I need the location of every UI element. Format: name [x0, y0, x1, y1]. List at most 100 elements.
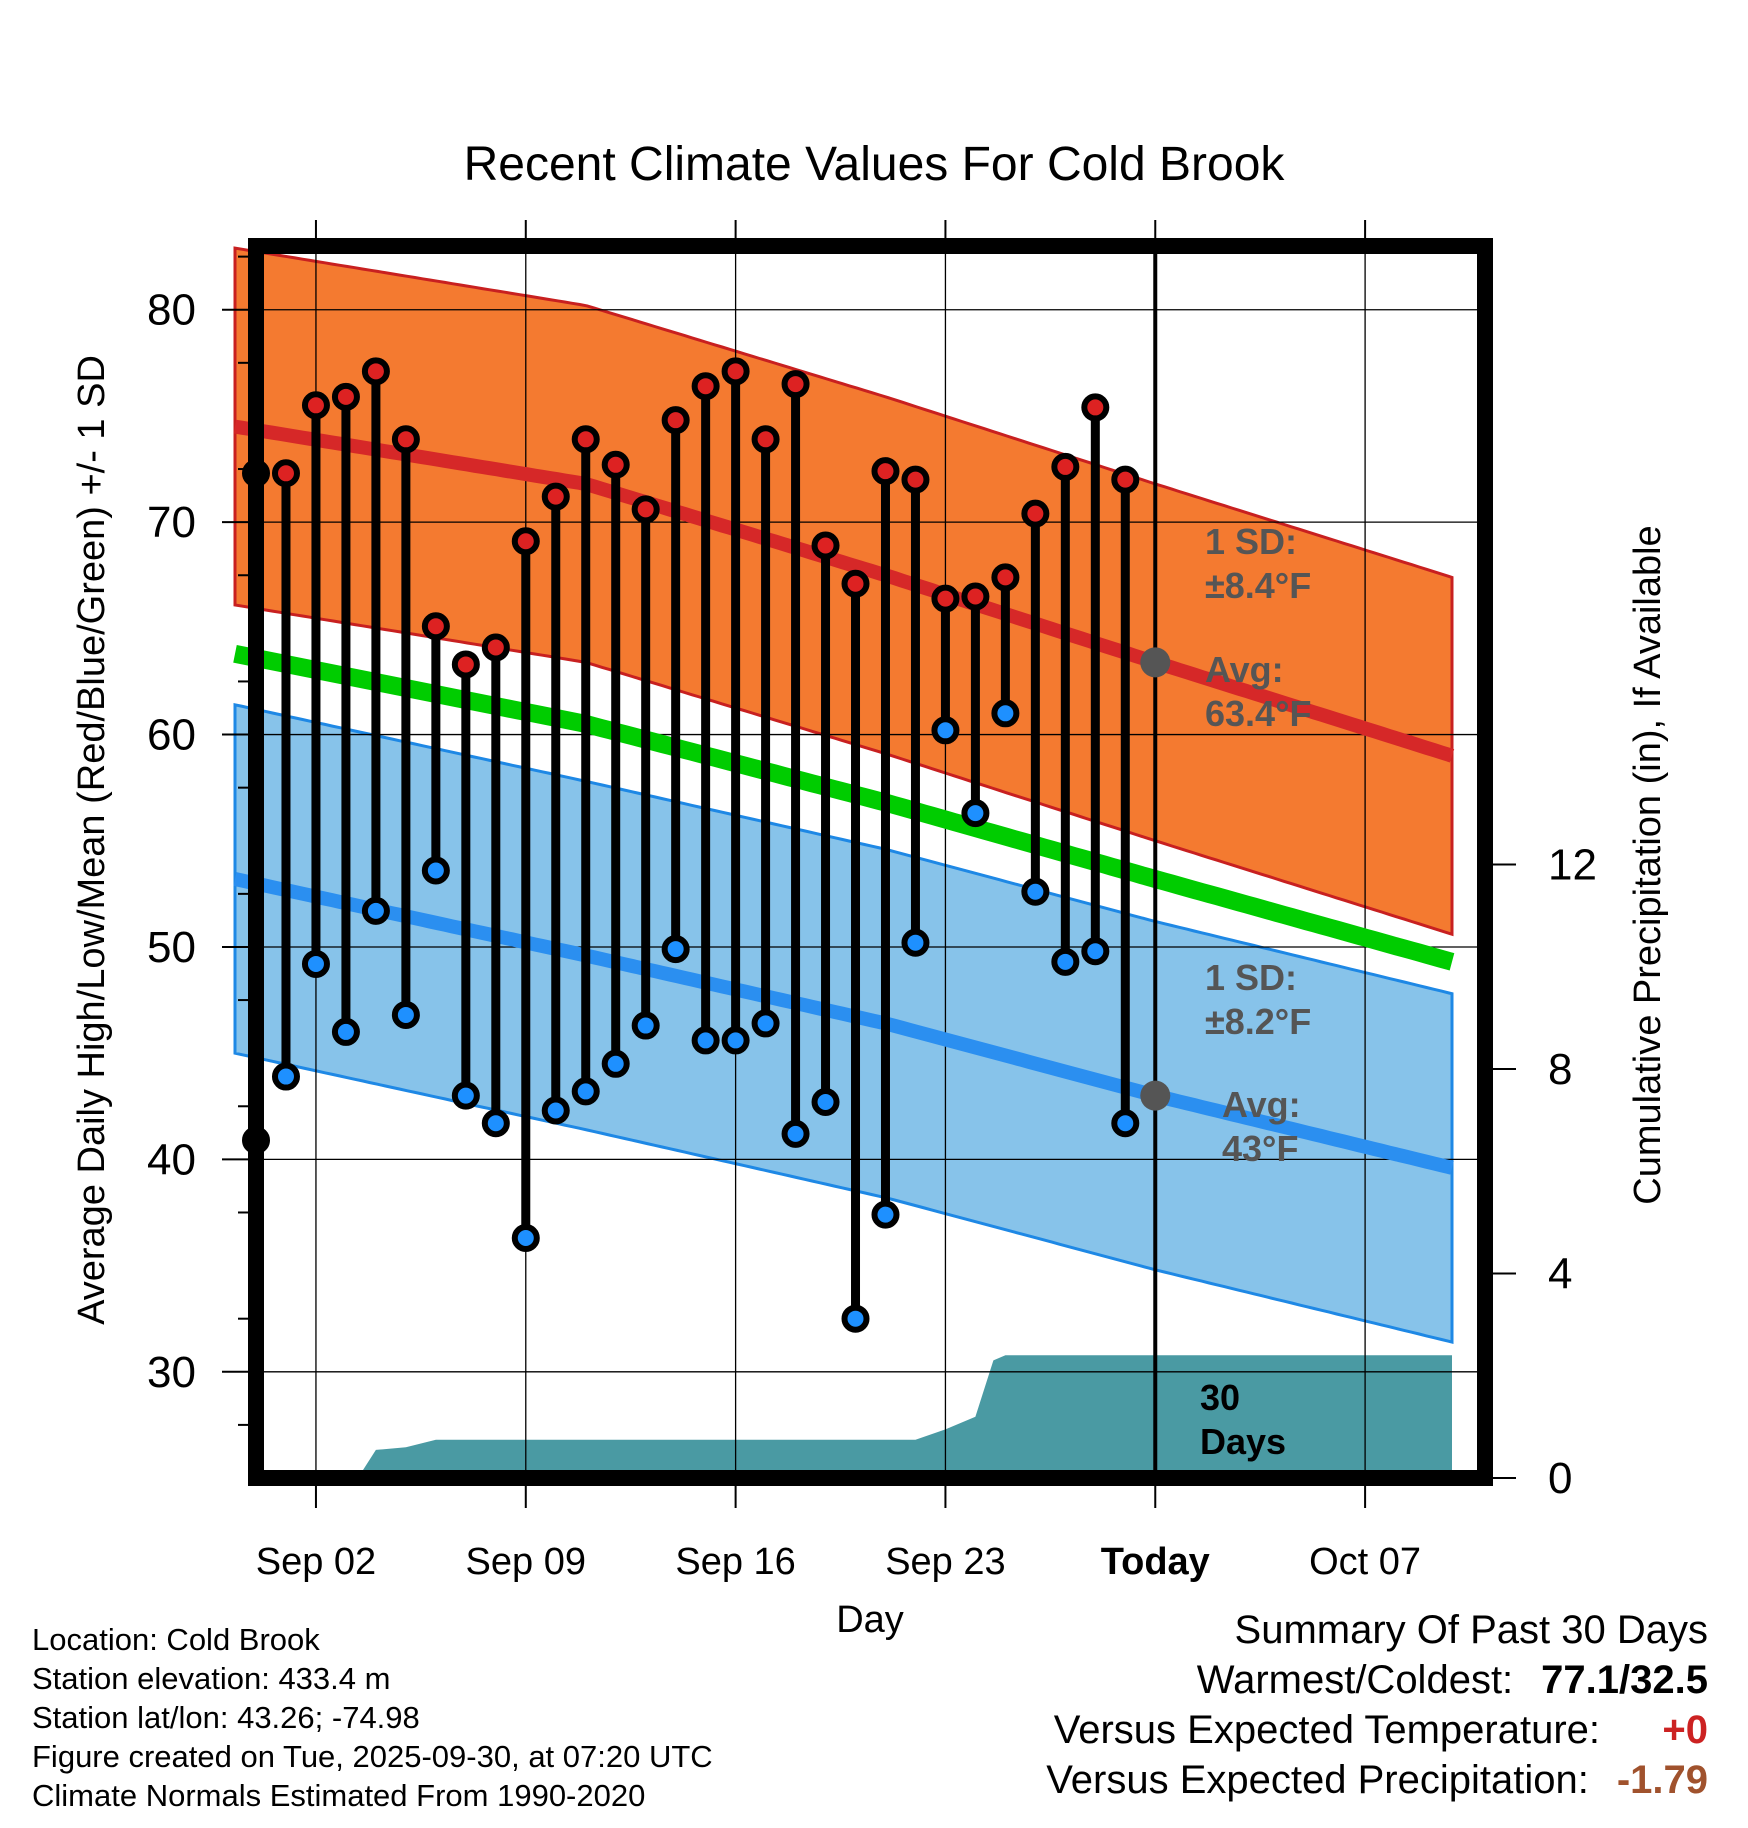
daily-low-point [691, 1026, 720, 1055]
normals-text: Climate Normals Estimated From 1990-2020 [32, 1778, 646, 1813]
daily-range [631, 495, 660, 1040]
daily-high-point [271, 459, 300, 488]
normal-low-line [233, 872, 1454, 1175]
y2-tick-label: 0 [1548, 1454, 1572, 1503]
daily-range [661, 406, 690, 964]
daily-low-point [421, 856, 450, 885]
warmest-label: Warmest/Coldest: [1196, 1658, 1514, 1702]
daily-high-point [691, 372, 720, 401]
daily-low-point [661, 935, 690, 964]
low-avg-marker [1140, 1080, 1171, 1111]
y-tick-label: 30 [147, 1348, 196, 1397]
daily-range [511, 527, 540, 1252]
daily-range [361, 357, 390, 925]
cumulative-precipitation-area [235, 1355, 1452, 1478]
daily-low-point [781, 1119, 810, 1148]
daily-high-point [481, 633, 510, 662]
x-tick-label: Sep 02 [256, 1541, 376, 1583]
location-text: Location: Cold Brook [32, 1622, 320, 1657]
x-axis-label: Day [836, 1599, 904, 1641]
daily-range [961, 582, 990, 828]
daily-range [421, 612, 450, 885]
x-axis-ticks: Sep 02 Sep 09 Sep 16 Sep 23 Today Oct 07 [256, 220, 1421, 1583]
daily-high-point [871, 457, 900, 486]
daily-range [721, 357, 750, 1055]
daily-range [451, 650, 480, 1110]
days-label: Days [1200, 1421, 1286, 1462]
daily-low-point [811, 1088, 840, 1117]
warmest-row: Warmest/Coldest: 77.1/32.5 [808, 1658, 1708, 1708]
daily-low-point [541, 1096, 570, 1125]
daily-high-point [841, 569, 870, 598]
daily-range [841, 569, 870, 1333]
daily-range [1021, 499, 1050, 906]
daily-range [391, 425, 420, 1029]
daily-range [901, 465, 930, 957]
temp-label: Versus Expected Temperature: [1053, 1708, 1600, 1752]
daily-range-bars [242, 357, 1140, 1333]
daily-low-point [721, 1026, 750, 1055]
daily-range [931, 584, 960, 745]
high-sd-label: 1 SD: [1205, 521, 1297, 562]
daily-high-point [511, 527, 540, 556]
daily-range [541, 482, 570, 1125]
days-count-label: 30 [1200, 1377, 1240, 1418]
daily-high-point [601, 450, 630, 479]
summary-heading: Summary Of Past 30 Days [1234, 1608, 1708, 1652]
daily-high-point [1081, 393, 1110, 422]
daily-low-point [1111, 1109, 1140, 1138]
daily-high-point [931, 584, 960, 613]
y-axis-left-label: Average Daily High/Low/Mean (Red/Blue/Gr… [71, 355, 113, 1325]
daily-high-point [301, 391, 330, 420]
daily-range [781, 370, 810, 1148]
daily-high-point [1111, 465, 1140, 494]
daily-range [751, 425, 780, 1038]
daily-low-point [361, 896, 390, 925]
latlon-text: Station lat/lon: 43.26; -74.98 [32, 1700, 420, 1735]
daily-low-point [991, 699, 1020, 728]
y-tick-label: 50 [147, 923, 196, 972]
daily-range [691, 372, 720, 1055]
daily-range [571, 425, 600, 1106]
daily-high-point [781, 370, 810, 399]
daily-high-point [1021, 499, 1050, 528]
daily-high-point [331, 382, 360, 411]
y2-axis-ticks: 0 4 8 12 [1493, 841, 1597, 1503]
daily-low-point [1021, 877, 1050, 906]
daily-high-point [391, 425, 420, 454]
daily-low-point [511, 1223, 540, 1252]
temp-value: +0 [1662, 1708, 1708, 1752]
y2-tick-label: 8 [1548, 1045, 1572, 1094]
daily-high-point [421, 612, 450, 641]
daily-high-point [751, 425, 780, 454]
y-axis-ticks: 30 40 50 60 70 80 [147, 255, 248, 1426]
elevation-text: Station elevation: 433.4 m [32, 1661, 391, 1696]
daily-high-point [811, 531, 840, 560]
daily-low-point [631, 1011, 660, 1040]
x-tick-label: Today [1101, 1541, 1210, 1583]
daily-high-point [571, 425, 600, 454]
y-tick-label: 60 [147, 711, 196, 760]
annotations: 1 SD: ±8.4°F Avg: 63.4°F 1 SD: ±8.2°F Av… [1200, 521, 1311, 1462]
high-sd-band [233, 246, 1454, 937]
daily-high-point [901, 465, 930, 494]
low-sd-label: 1 SD: [1205, 957, 1297, 998]
precip-row: Versus Expected Precipitation: -1.79 [808, 1758, 1708, 1808]
chart-title: Recent Climate Values For Cold Brook [464, 138, 1286, 191]
daily-range [991, 563, 1020, 728]
daily-high-point [661, 406, 690, 435]
daily-range [481, 633, 510, 1138]
daily-low-point [1081, 937, 1110, 966]
daily-high-point [991, 563, 1020, 592]
daily-low-point [871, 1200, 900, 1229]
daily-low-point [841, 1304, 870, 1333]
daily-low-point [961, 799, 990, 828]
daily-low-point [481, 1109, 510, 1138]
normal-high-line [233, 419, 1455, 763]
daily-high-point [541, 482, 570, 511]
daily-low-point [391, 1000, 420, 1029]
x-tick-label: Sep 23 [885, 1541, 1005, 1583]
daily-low-point [451, 1081, 480, 1110]
daily-low-point [1051, 947, 1080, 976]
